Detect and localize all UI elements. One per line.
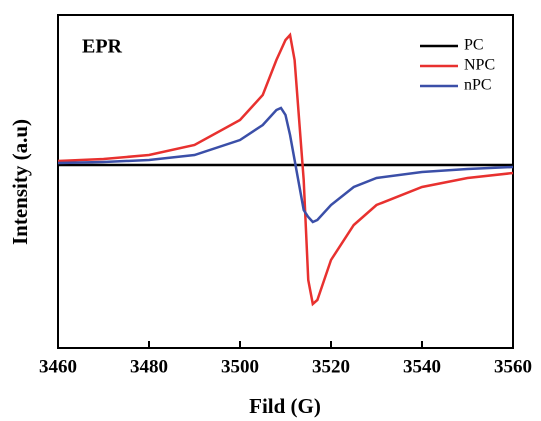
legend-label: nPC [464,77,492,94]
line-series [57,32,514,307]
x-axis-label: Fild (G) [249,394,321,418]
x-tick-label: 3560 [494,356,532,377]
line-series [57,106,514,224]
x-tick-label: 3520 [312,356,350,377]
y-axis-label: Intensity (a.u) [8,119,32,245]
annotation: EPR [82,36,123,58]
x-tick-label: 3540 [403,356,441,377]
x-tick-label: 3460 [39,356,77,377]
legend-label: NPC [464,57,495,74]
x-tick-label: 3480 [130,356,168,377]
plot-frame [57,14,514,349]
legend-label: PC [464,37,484,54]
x-tick-label: 3500 [221,356,259,377]
